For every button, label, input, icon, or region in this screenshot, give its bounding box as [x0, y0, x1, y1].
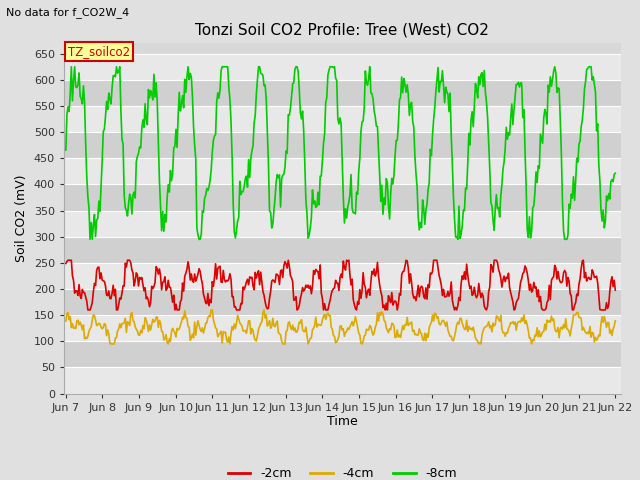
Bar	[64, 263, 621, 289]
Bar	[64, 54, 621, 80]
X-axis label: Time: Time	[327, 415, 358, 429]
Legend: -2cm, -4cm, -8cm: -2cm, -4cm, -8cm	[223, 462, 462, 480]
Bar	[64, 237, 621, 263]
Bar	[64, 80, 621, 106]
Bar	[64, 289, 621, 315]
Bar	[64, 132, 621, 158]
Bar	[64, 368, 621, 394]
Text: TZ_soilco2: TZ_soilco2	[68, 45, 130, 58]
Bar	[64, 341, 621, 368]
Bar	[64, 106, 621, 132]
Bar	[64, 184, 621, 211]
Text: No data for f_CO2W_4: No data for f_CO2W_4	[6, 7, 130, 18]
Bar	[64, 158, 621, 184]
Y-axis label: Soil CO2 (mV): Soil CO2 (mV)	[15, 175, 28, 262]
Bar	[64, 211, 621, 237]
Bar	[64, 315, 621, 341]
Title: Tonzi Soil CO2 Profile: Tree (West) CO2: Tonzi Soil CO2 Profile: Tree (West) CO2	[195, 23, 490, 38]
